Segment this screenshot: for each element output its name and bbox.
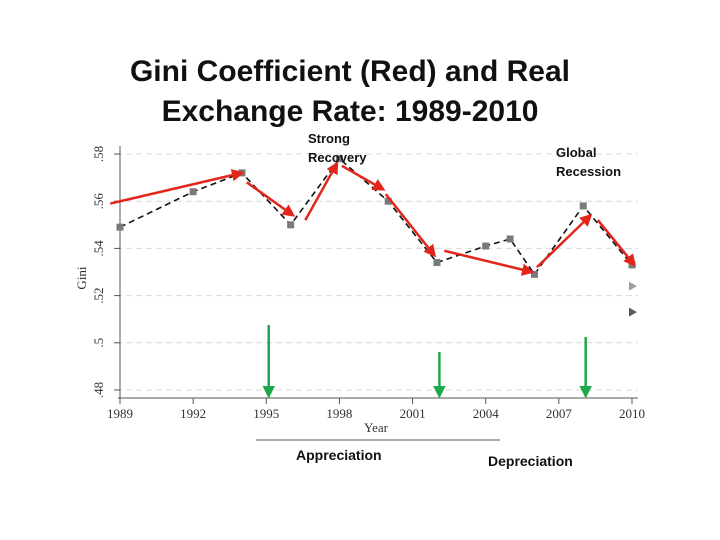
trend-arrow [109, 169, 245, 205]
data-point [189, 188, 197, 196]
data-point [116, 223, 124, 231]
data-point [384, 197, 392, 205]
x-tick-label: 2004 [473, 406, 500, 421]
extra-data-point [629, 281, 637, 291]
data-point [579, 202, 587, 210]
trend-arrow [536, 213, 593, 269]
chart-title: Gini Coefficient (Red) and Real Exchange… [60, 52, 640, 132]
trend-arrow [384, 193, 437, 258]
x-tick-label: 2001 [400, 406, 426, 421]
chart-title-line-2: Exchange Rate: 1989-2010 [161, 95, 539, 128]
trend-arrow [596, 219, 637, 267]
annotation-appreciation: Appreciation [296, 447, 382, 463]
data-point [287, 221, 295, 229]
x-tick-label: 1989 [107, 406, 133, 421]
data-point [482, 242, 490, 250]
x-tick-label: 1992 [180, 406, 206, 421]
trend-arrows [109, 161, 637, 276]
grid-lines [116, 153, 638, 391]
period-arrows [262, 325, 592, 399]
data-point [433, 259, 441, 267]
chart-title-line-1: Gini Coefficient (Red) and Real [129, 55, 571, 88]
y-tick-label: .56 [91, 193, 106, 210]
data-point [335, 155, 343, 163]
x-tick-label: 2007 [546, 406, 573, 421]
trend-arrow [246, 181, 296, 217]
x-axis-label: Year [364, 420, 389, 435]
x-tick-label: 1995 [253, 406, 279, 421]
y-tick-label: .52 [91, 287, 106, 303]
series [116, 155, 637, 317]
trend-arrow [304, 161, 339, 221]
y-axis-label: Gini [74, 266, 89, 290]
y-tick-label: .48 [91, 382, 106, 398]
trend-arrow [443, 249, 535, 276]
axes: .48 .5 .52 .54 .56 .58 1989 1992 1995 1998 2001 200… [74, 146, 645, 435]
y-tick-label: .5 [91, 338, 106, 348]
annotation-global-recession: Global Recession [556, 145, 621, 179]
data-point [506, 235, 514, 243]
extra-data-point [629, 307, 637, 317]
trend-arrow [341, 164, 386, 191]
x-tick-label: 2010 [619, 406, 645, 421]
x-tick-label: 1998 [326, 406, 352, 421]
annotation-depreciation: Depreciation [488, 453, 573, 469]
annotation-strong-recovery: Strong Recovery [308, 131, 367, 165]
y-tick-label: .54 [91, 240, 106, 257]
data-point [530, 270, 538, 278]
y-tick-label: .58 [91, 146, 106, 162]
